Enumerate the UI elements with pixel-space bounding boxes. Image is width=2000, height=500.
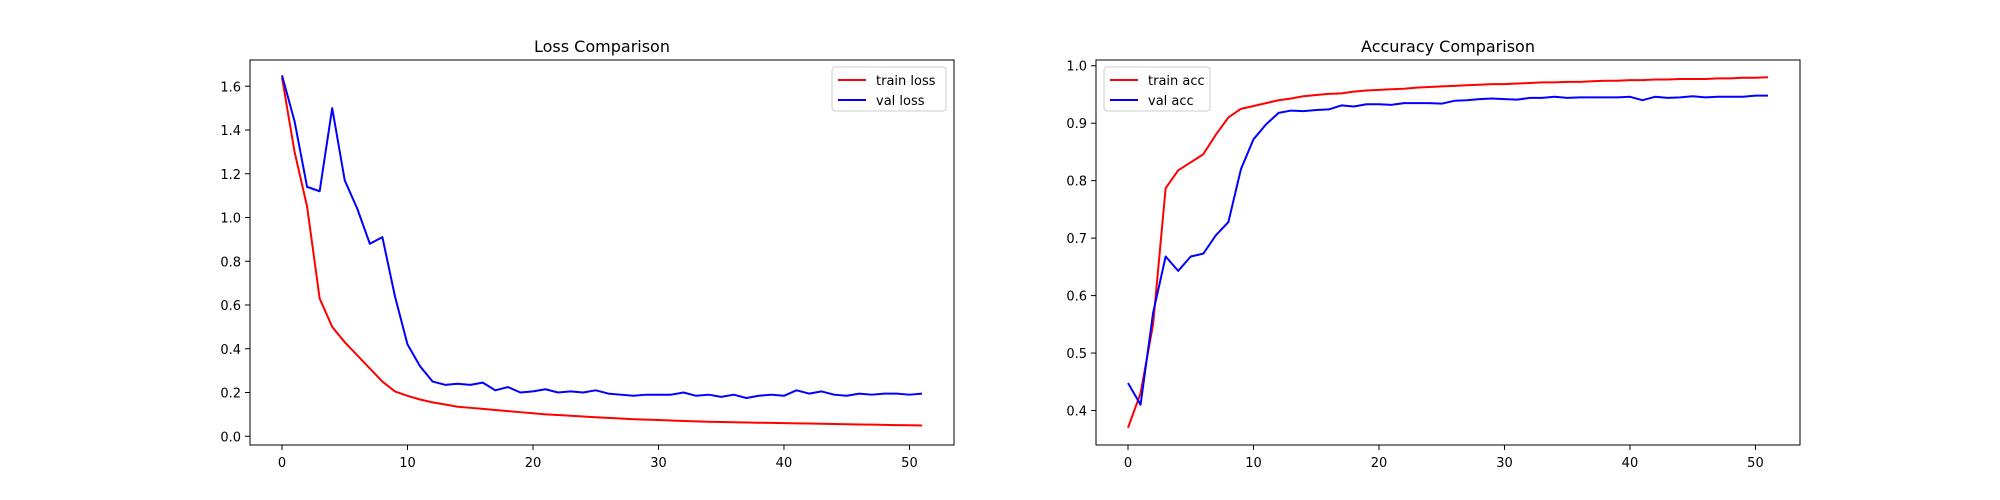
accuracy-series-line-val-acc	[1127, 94, 1768, 406]
accuracy-y-tick-label: 0.4	[1066, 405, 1087, 420]
loss-x-tick-label: 20	[525, 456, 542, 471]
loss-x-tick-label: 10	[399, 456, 416, 471]
loss-legend-label: val loss	[876, 94, 925, 109]
loss-comparison-chart: Loss Comparison 0 10 20 30 40 50 0.0 0.2 0.4 0.6 0.…	[220, 37, 955, 471]
accuracy-chart-title: Accuracy Comparison	[1361, 37, 1535, 56]
accuracy-y-tick-label: 1.0	[1066, 60, 1087, 75]
accuracy-x-tick-label: 10	[1245, 456, 1262, 471]
accuracy-axes-frame	[1095, 59, 1801, 446]
loss-axes-frame	[249, 59, 955, 446]
loss-y-tick-label: 1.2	[220, 168, 241, 183]
loss-x-tick-label: 40	[776, 456, 793, 471]
accuracy-series-line-train-acc	[1127, 76, 1769, 429]
accuracy-x-tick-label: 40	[1622, 456, 1639, 471]
loss-x-tick-label: 50	[901, 456, 918, 471]
loss-y-tick-label: 0.8	[220, 255, 241, 270]
loss-y-tick-label: 1.0	[220, 212, 241, 227]
loss-legend-label: train loss	[876, 74, 936, 89]
accuracy-comparison-chart: Accuracy Comparison 0 10 20 30 40 50 0.4 0.5 0.6 0…	[1066, 37, 1801, 471]
loss-series-line-train-loss	[281, 77, 923, 427]
loss-y-tick-label: 1.4	[220, 124, 241, 139]
accuracy-y-tick-label: 0.5	[1066, 347, 1087, 362]
accuracy-legend: train acc val acc	[1103, 66, 1211, 112]
accuracy-x-tick-label: 30	[1496, 456, 1513, 471]
loss-y-tick-label: 0.2	[220, 387, 241, 402]
accuracy-x-tick-label: 50	[1747, 456, 1764, 471]
accuracy-x-tick-label: 20	[1371, 456, 1388, 471]
accuracy-y-tick-label: 0.6	[1066, 290, 1087, 305]
loss-x-tick-label: 30	[650, 456, 667, 471]
loss-chart-title: Loss Comparison	[534, 37, 670, 56]
accuracy-legend-label: train acc	[1148, 74, 1205, 89]
loss-x-tick-label: 0	[278, 456, 286, 471]
loss-y-tick-label: 0.0	[220, 430, 241, 445]
loss-series-line-val-loss	[281, 75, 923, 399]
accuracy-legend-label: val acc	[1148, 94, 1194, 109]
accuracy-x-tick-label: 0	[1124, 456, 1132, 471]
accuracy-y-tick-label: 0.9	[1066, 117, 1087, 132]
loss-y-tick-label: 1.6	[220, 80, 241, 95]
accuracy-y-tick-label: 0.7	[1066, 232, 1087, 247]
loss-legend: train loss val loss	[831, 66, 947, 112]
loss-y-tick-label: 0.4	[220, 343, 241, 358]
accuracy-y-tick-label: 0.8	[1066, 175, 1087, 190]
loss-y-tick-label: 0.6	[220, 299, 241, 314]
